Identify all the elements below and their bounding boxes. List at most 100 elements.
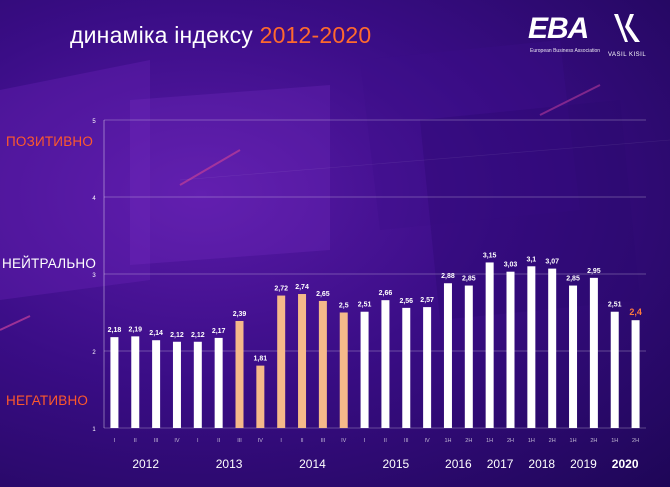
- logos: EBA European Business Association VASIL …: [528, 10, 658, 64]
- x-tick-label: I: [197, 438, 199, 444]
- bar: [214, 337, 223, 428]
- data-label: 2,12: [170, 332, 184, 339]
- year-label: 2020: [612, 457, 639, 471]
- zone-label-negative: НЕГАТИВНО: [6, 393, 89, 408]
- bar: [527, 266, 536, 428]
- data-label: 2,88: [441, 273, 455, 280]
- data-label: 2,19: [128, 326, 142, 333]
- x-tick-label: III: [154, 438, 159, 444]
- year-label: 2017: [487, 457, 514, 471]
- title-text: динаміка індексу: [70, 22, 253, 48]
- eba-logo: EBA: [528, 12, 589, 45]
- data-label: 2,18: [108, 327, 122, 334]
- data-label: 2,39: [233, 311, 247, 318]
- bar: [235, 320, 244, 428]
- x-tick-label: 2H: [590, 438, 597, 444]
- bar: [443, 283, 452, 428]
- year-label: 2018: [528, 457, 555, 471]
- bar: [631, 320, 640, 428]
- title-years: 2012-2020: [259, 22, 372, 48]
- data-label: 2,72: [274, 286, 288, 293]
- bar: [172, 341, 181, 428]
- data-label: 2,51: [608, 302, 622, 309]
- data-label: 2,51: [358, 302, 372, 309]
- bar: [610, 311, 619, 428]
- bar: [589, 277, 598, 428]
- y-tick-label: 1: [92, 427, 96, 433]
- bar: [110, 337, 119, 428]
- x-tick-label: 2H: [632, 438, 639, 444]
- x-tick-label: II: [217, 438, 221, 444]
- year-label: 2016: [445, 457, 472, 471]
- x-tick-label: I: [280, 438, 282, 444]
- bar: [131, 336, 140, 428]
- data-label: 2,14: [149, 330, 163, 337]
- x-tick-label: II: [301, 438, 305, 444]
- vk-subtitle: VASIL KISIL: [608, 52, 647, 58]
- x-tick-label: 2H: [507, 438, 514, 444]
- x-tick-label: I: [114, 438, 116, 444]
- x-tick-label: 1H: [611, 438, 618, 444]
- x-tick-label: 1H: [570, 438, 577, 444]
- year-label: 2015: [382, 457, 409, 471]
- data-label: 3,03: [504, 262, 518, 269]
- vasil-kisil-logo-icon: [614, 14, 640, 42]
- year-label: 2013: [216, 457, 243, 471]
- bar: [548, 268, 557, 428]
- data-label: 2,4: [629, 307, 642, 317]
- year-label: 2019: [570, 457, 597, 471]
- zone-label-positive: ПОЗИТИВНО: [6, 134, 94, 149]
- bar: [464, 285, 473, 428]
- x-tick-label: II: [134, 438, 138, 444]
- bar: [402, 307, 411, 428]
- x-tick-label: 1H: [486, 438, 493, 444]
- eba-subtitle: European Business Association: [530, 48, 601, 54]
- year-label: 2012: [132, 457, 159, 471]
- x-tick-label: IV: [425, 438, 431, 444]
- bar: [256, 365, 265, 428]
- x-tick-label: IV: [258, 438, 264, 444]
- data-label: 3,1: [526, 256, 536, 263]
- x-tick-label: 1H: [528, 438, 535, 444]
- x-tick-label: I: [364, 438, 366, 444]
- bar: [277, 295, 286, 428]
- data-label: 2,95: [587, 268, 601, 275]
- data-label: 1,81: [254, 356, 268, 363]
- x-tick-label: 2H: [549, 438, 556, 444]
- x-tick-label: IV: [174, 438, 180, 444]
- x-tick-label: III: [237, 438, 242, 444]
- data-label: 3,07: [545, 259, 559, 266]
- x-tick-label: II: [384, 438, 388, 444]
- y-tick-label: 3: [92, 273, 96, 279]
- bar: [298, 294, 307, 428]
- bar: [381, 300, 390, 428]
- y-tick-label: 5: [92, 119, 96, 125]
- y-tick-label: 4: [92, 196, 96, 202]
- zone-label-neutral: НЕЙТРАЛЬНО: [2, 256, 97, 271]
- x-tick-label: III: [321, 438, 326, 444]
- data-label: 2,74: [295, 284, 309, 291]
- data-label: 2,85: [462, 276, 476, 283]
- bar: [152, 340, 161, 428]
- chart-title: динаміка індексу 2012-2020: [70, 22, 371, 49]
- bar: [318, 300, 327, 428]
- data-label: 2,12: [191, 332, 205, 339]
- data-label: 2,66: [379, 290, 393, 297]
- bar: [506, 271, 515, 428]
- bar: [485, 262, 494, 428]
- data-label: 2,17: [212, 328, 226, 335]
- data-label: 3,15: [483, 252, 497, 259]
- x-tick-label: 2H: [465, 438, 472, 444]
- x-tick-label: IV: [341, 438, 347, 444]
- data-label: 2,85: [566, 276, 580, 283]
- x-tick-label: III: [404, 438, 409, 444]
- bar: [360, 311, 369, 428]
- x-tick-label: 1H: [444, 438, 451, 444]
- data-label: 2,5: [339, 303, 349, 310]
- bar: [339, 312, 348, 428]
- data-label: 2,57: [420, 297, 434, 304]
- data-label: 2,65: [316, 291, 330, 298]
- data-label: 2,56: [399, 298, 413, 305]
- bar: [569, 285, 578, 428]
